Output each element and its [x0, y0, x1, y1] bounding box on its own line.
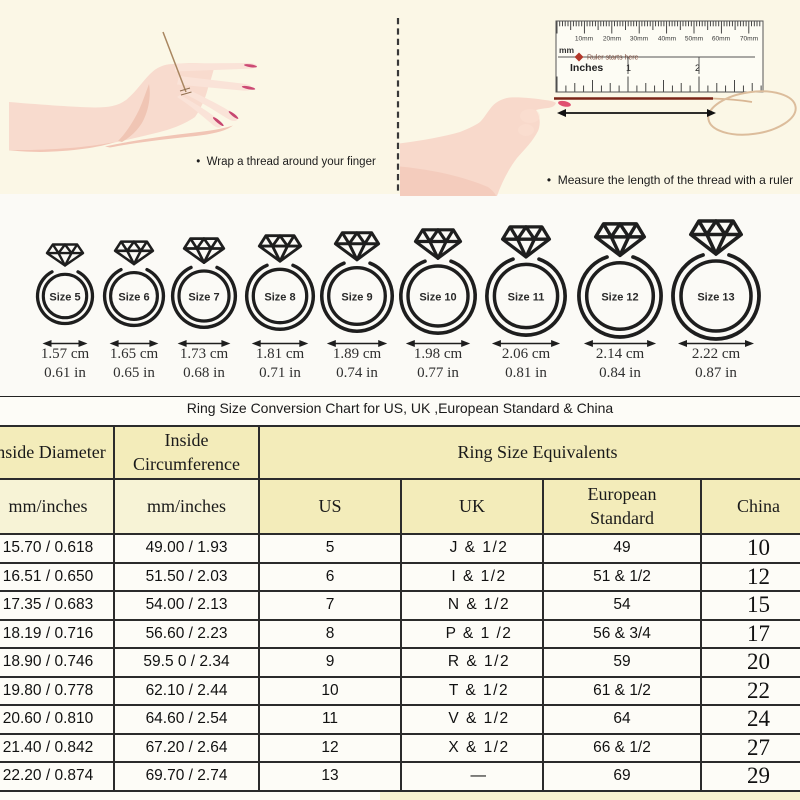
svg-text:0.65 in: 0.65 in — [113, 365, 155, 381]
svg-text:Size 5: Size 5 — [49, 292, 80, 304]
svg-text:0.71 in: 0.71 in — [259, 365, 301, 381]
svg-text:2.22 cm: 2.22 cm — [692, 346, 741, 362]
svg-text:1.81 cm: 1.81 cm — [256, 346, 305, 362]
svg-text:Size 10: Size 10 — [419, 292, 456, 304]
svg-text:1.98 cm: 1.98 cm — [414, 346, 463, 362]
svg-text:2.06 cm: 2.06 cm — [502, 346, 551, 362]
svg-text:Size 11: Size 11 — [508, 292, 545, 304]
svg-text:Size 6: Size 6 — [118, 292, 149, 304]
svg-text:1.89 cm: 1.89 cm — [333, 346, 382, 362]
svg-text:0.81 in: 0.81 in — [505, 365, 547, 381]
svg-text:20mm: 20mm — [603, 36, 622, 43]
svg-text:0.87 in: 0.87 in — [695, 365, 737, 381]
svg-text:40mm: 40mm — [658, 36, 677, 43]
svg-text:30mm: 30mm — [630, 36, 649, 43]
svg-text:Size 7: Size 7 — [188, 292, 219, 304]
svg-text:Size 12: Size 12 — [601, 292, 638, 304]
svg-text:60mm: 60mm — [712, 36, 731, 43]
svg-text:0.61 in: 0.61 in — [44, 365, 86, 381]
svg-text:1.65 cm: 1.65 cm — [110, 346, 159, 362]
svg-text:0.74 in: 0.74 in — [336, 365, 378, 381]
svg-text:0.68 in: 0.68 in — [183, 365, 225, 381]
svg-text:Size 8: Size 8 — [264, 292, 295, 304]
svg-text:Size 13: Size 13 — [697, 292, 734, 304]
svg-text:Ruler starts here: Ruler starts here — [587, 55, 639, 62]
svg-text:50mm: 50mm — [685, 36, 704, 43]
svg-text:70mm: 70mm — [740, 36, 759, 43]
svg-text:0.77 in: 0.77 in — [417, 365, 459, 381]
svg-text:Inches: Inches — [570, 62, 603, 74]
svg-text:1.57 cm: 1.57 cm — [41, 346, 90, 362]
svg-text:2.14 cm: 2.14 cm — [596, 346, 645, 362]
svg-text:2: 2 — [695, 63, 700, 73]
svg-text:Size 9: Size 9 — [341, 292, 372, 304]
svg-text:1.73 cm: 1.73 cm — [180, 346, 229, 362]
svg-text:0.84 in: 0.84 in — [599, 365, 641, 381]
svg-text:1: 1 — [626, 63, 631, 73]
svg-text:10mm: 10mm — [575, 36, 594, 43]
svg-text:mm: mm — [559, 45, 575, 55]
